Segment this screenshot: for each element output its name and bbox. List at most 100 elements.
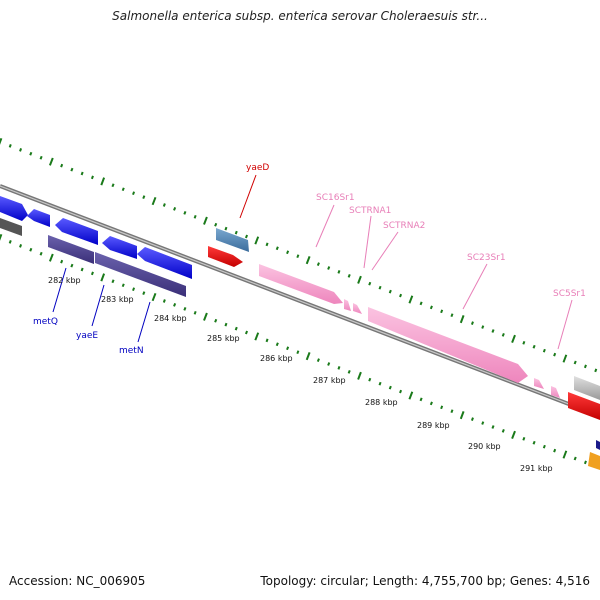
minor-tick	[429, 305, 433, 310]
minor-tick	[234, 230, 238, 235]
minor-tick	[327, 266, 331, 270]
rna-SC5Sr1[interactable]	[551, 386, 560, 398]
genome-summary-text: Topology: circular; Length: 4,755,700 bp…	[260, 574, 590, 588]
major-tick	[459, 411, 465, 420]
gene-block[interactable]	[0, 218, 22, 236]
minor-tick	[193, 310, 197, 315]
minor-tick	[8, 144, 12, 148]
gene-block-red[interactable]	[568, 392, 600, 420]
label-SC23Sr1[interactable]: SC23Sr1	[467, 253, 506, 263]
major-tick	[357, 275, 362, 284]
minor-tick	[440, 309, 444, 314]
label-SC16Sr1[interactable]: SC16Sr1	[316, 193, 355, 203]
genome-backbone	[0, 184, 600, 418]
minor-tick	[501, 429, 505, 433]
minor-tick	[429, 401, 433, 406]
label-pointers	[52, 174, 573, 350]
minor-tick	[347, 370, 351, 374]
minor-tick	[8, 240, 12, 244]
gene-block-grey[interactable]	[574, 376, 600, 400]
minor-tick	[111, 279, 115, 284]
kbp-label: 289 kbp	[417, 421, 450, 430]
minor-tick	[132, 287, 136, 292]
gene-block-navy[interactable]	[596, 440, 600, 450]
gene-block[interactable]	[48, 235, 94, 264]
gene-arrow[interactable]	[27, 209, 50, 227]
minor-tick	[491, 329, 495, 333]
gene-block-orange[interactable]	[588, 452, 600, 470]
minor-tick	[224, 322, 228, 327]
major-tick	[100, 273, 106, 282]
minor-tick	[316, 358, 320, 362]
gene-arrow[interactable]	[55, 218, 98, 245]
major-tick	[203, 312, 208, 321]
gene-cluster-left[interactable]	[0, 196, 192, 297]
minor-tick	[132, 191, 136, 196]
minor-tick	[450, 313, 454, 318]
minor-tick	[90, 175, 94, 180]
minor-tick	[60, 259, 64, 264]
minor-tick	[19, 244, 23, 248]
rna-SCTRNA2[interactable]	[353, 303, 362, 314]
minor-tick	[522, 436, 526, 441]
minor-tick	[594, 368, 598, 373]
rna-cluster[interactable]	[259, 264, 560, 398]
label-yaeD[interactable]: yaeD	[246, 163, 269, 173]
minor-tick	[316, 262, 320, 266]
major-tick	[305, 256, 311, 265]
rna-SC16Sr1[interactable]	[259, 264, 343, 304]
label-SCTRNA2[interactable]: SCTRNA2	[383, 221, 425, 231]
minor-tick	[244, 234, 249, 239]
label-SCTRNA1[interactable]: SCTRNA1	[349, 206, 391, 216]
minor-tick	[19, 148, 23, 152]
gene-labels: yaeD SC16Sr1 SCTRNA1 SCTRNA2 SC23Sr1 SC5…	[33, 163, 586, 356]
minor-tick	[173, 207, 177, 211]
label-SC5Sr1[interactable]: SC5Sr1	[553, 289, 586, 299]
minor-tick	[542, 444, 546, 449]
minor-tick	[265, 242, 269, 247]
major-tick	[305, 352, 311, 361]
major-tick	[151, 292, 157, 302]
minor-tick	[419, 301, 423, 306]
major-tick	[151, 196, 157, 206]
major-tick	[408, 295, 414, 304]
gene-cluster-right[interactable]	[568, 376, 600, 470]
kbp-label: 286 kbp	[260, 354, 293, 363]
minor-tick	[183, 307, 187, 311]
gene-yaeD-group[interactable]	[208, 228, 249, 267]
major-tick	[357, 371, 362, 380]
minor-tick	[368, 377, 372, 382]
minor-tick	[399, 293, 403, 298]
minor-tick	[378, 285, 382, 290]
minor-tick	[481, 421, 485, 425]
minor-tick	[532, 440, 536, 445]
minor-tick	[419, 397, 423, 402]
minor-tick	[162, 299, 166, 303]
minor-tick	[90, 271, 94, 276]
minor-tick	[234, 326, 238, 331]
minor-tick	[39, 251, 43, 256]
kbp-label: 291 kbp	[520, 464, 553, 473]
rna-SCTRNA1[interactable]	[344, 299, 351, 311]
label-yaeE[interactable]: yaeE	[76, 331, 98, 341]
rna-small-1[interactable]	[534, 378, 544, 389]
minor-tick	[224, 226, 228, 231]
gene-yaeD[interactable]	[216, 228, 249, 252]
rna-SC23Sr1[interactable]	[368, 307, 528, 383]
map-title: Salmonella enterica subsp. enterica sero…	[112, 9, 488, 23]
gene-block[interactable]	[95, 252, 186, 297]
kbp-label: 283 kbp	[101, 295, 134, 304]
minor-tick	[286, 346, 290, 351]
minor-tick	[522, 340, 526, 345]
minor-tick	[214, 222, 218, 227]
gene-arrow[interactable]	[137, 247, 192, 279]
minor-tick	[286, 250, 290, 255]
minor-tick	[378, 381, 382, 386]
gene-red-arrow[interactable]	[208, 246, 243, 267]
label-metN[interactable]: metN	[119, 346, 144, 356]
label-metQ[interactable]: metQ	[33, 317, 58, 327]
gene-arrow[interactable]	[0, 196, 28, 221]
gene-arrow[interactable]	[102, 236, 137, 259]
minor-tick	[450, 409, 454, 414]
